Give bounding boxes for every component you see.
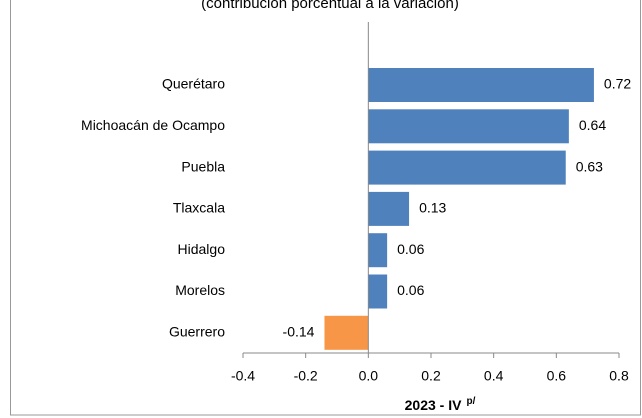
y-tick-label: Querétaro bbox=[162, 76, 225, 92]
value-label: -0.14 bbox=[283, 324, 315, 340]
y-tick-label: Hidalgo bbox=[178, 241, 226, 257]
value-label: 0.72 bbox=[604, 76, 631, 92]
x-tick-label: 0.8 bbox=[609, 368, 629, 384]
bar bbox=[368, 109, 569, 144]
value-label: 0.13 bbox=[419, 200, 446, 216]
bar bbox=[368, 233, 388, 268]
chart-subtitle: (contribución porcentual a la variación) bbox=[201, 0, 459, 12]
x-tick-label: 0.0 bbox=[359, 368, 379, 384]
x-axis-label: 2023 - IV p/ bbox=[405, 396, 476, 413]
chart-frame bbox=[10, 0, 641, 416]
bar bbox=[324, 315, 369, 350]
y-tick-label: Guerrero bbox=[169, 324, 225, 340]
y-tick-label: Michoacán de Ocampo bbox=[81, 117, 225, 133]
value-label: 0.64 bbox=[579, 117, 606, 133]
value-label: 0.06 bbox=[397, 282, 424, 298]
x-tick-label: -0.2 bbox=[294, 368, 318, 384]
value-label: 0.06 bbox=[397, 241, 424, 257]
x-tick-label: 0.6 bbox=[547, 368, 567, 384]
x-axis-label-main: 2023 - IV bbox=[405, 397, 462, 413]
y-tick-label: Puebla bbox=[181, 158, 225, 174]
x-tick-label: 0.2 bbox=[421, 368, 441, 384]
y-tick-label: Morelos bbox=[175, 282, 225, 298]
bar bbox=[368, 274, 388, 309]
bar bbox=[368, 68, 594, 102]
value-label: 0.63 bbox=[576, 158, 603, 174]
bar bbox=[368, 191, 410, 226]
y-tick-label: Tlaxcala bbox=[173, 200, 225, 216]
bar bbox=[368, 150, 566, 185]
x-tick-label: -0.4 bbox=[231, 368, 255, 384]
x-tick-label: 0.4 bbox=[484, 368, 504, 384]
x-axis-label-note: p/ bbox=[466, 396, 475, 407]
